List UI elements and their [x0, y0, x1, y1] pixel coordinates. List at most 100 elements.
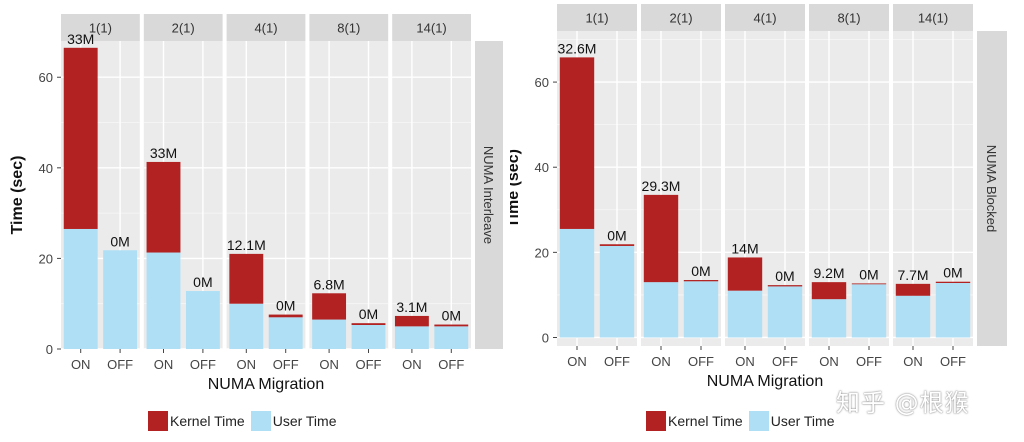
- bar-kernel-time: [268, 314, 303, 318]
- x-tick-label: ON: [402, 357, 422, 372]
- x-axis-title: NUMA Migration: [208, 376, 324, 393]
- bar-data-label: 0M: [775, 268, 794, 284]
- bar-kernel-time: [312, 293, 347, 320]
- bar-user-time: [683, 281, 719, 338]
- legend-item-kernel: Kernel Time: [646, 411, 743, 431]
- bar-kernel-time: [643, 194, 679, 283]
- bar-user-time: [63, 228, 98, 349]
- legend-right: Kernel Time User Time: [646, 411, 841, 431]
- legend-label-kernel: Kernel Time: [668, 413, 743, 429]
- bar-data-label: 33M: [150, 145, 177, 161]
- facet-label: 14(1): [416, 21, 446, 36]
- x-tick-label: OFF: [356, 357, 382, 372]
- bar-data-label: 7.7M: [897, 267, 928, 283]
- bar-data-label: 6.8M: [314, 276, 345, 292]
- watermark: 知乎 @根猴: [836, 389, 970, 417]
- bar-user-time: [103, 250, 138, 349]
- bar-data-label: 29.3M: [642, 178, 681, 194]
- legend-left: Kernel Time User Time: [148, 411, 343, 431]
- facet-strip: [143, 14, 223, 41]
- bar-data-label: 0M: [359, 306, 378, 322]
- facet-strip: [392, 14, 471, 41]
- x-tick-label: OFF: [438, 357, 464, 372]
- x-tick-label: ON: [819, 354, 839, 369]
- facet-strip: [641, 4, 721, 31]
- row-strip: [475, 41, 503, 349]
- bar-kernel-time: [935, 281, 971, 283]
- bar-kernel-time: [727, 257, 763, 291]
- bar-user-time: [851, 284, 887, 338]
- bar-kernel-time: [683, 280, 719, 282]
- chart-numa-interleave: Time (sec)02040601(1)33MON0MOFF2(1)33MON…: [9, 14, 503, 393]
- bar-user-time: [767, 286, 803, 338]
- y-tick-label: 40: [535, 160, 549, 175]
- bar-data-label: 3.1M: [396, 299, 427, 315]
- legend-label-user: User Time: [770, 413, 835, 429]
- bar-kernel-time: [767, 285, 803, 287]
- bar-kernel-time: [394, 315, 429, 327]
- legend-item-user: User Time: [748, 411, 835, 431]
- facet-label: 1(1): [89, 21, 112, 36]
- legend-swatch-kernel: [646, 411, 666, 431]
- bar-user-time: [146, 252, 181, 349]
- x-tick-label: ON: [154, 357, 174, 372]
- facet-label: 8(1): [337, 21, 360, 36]
- bar-data-label: 14M: [731, 240, 758, 256]
- facet-panel: [392, 41, 471, 349]
- facet-strip: [226, 14, 306, 41]
- y-tick-label: 40: [39, 161, 53, 176]
- facet-strip: [557, 4, 637, 31]
- bar-user-time: [434, 326, 469, 349]
- x-tick-label: OFF: [190, 357, 216, 372]
- bar-data-label: 0M: [607, 227, 626, 243]
- x-tick-label: OFF: [940, 354, 966, 369]
- bar-user-time: [185, 291, 220, 349]
- facet-label: 8(1): [837, 11, 860, 26]
- x-tick-label: ON: [319, 357, 339, 372]
- x-tick-label: OFF: [772, 354, 798, 369]
- chart-numa-blocked: Time (sec) 0 20 40 60 1(1) 32.6M ON 0M OFF 2(1) 29.…: [510, 4, 1007, 390]
- facet-strip: [309, 14, 389, 41]
- bar-user-time: [229, 303, 264, 349]
- x-tick-label: ON: [903, 354, 923, 369]
- x-tick-label: ON: [735, 354, 755, 369]
- x-tick-label: ON: [567, 354, 587, 369]
- bar-user-time: [811, 299, 847, 338]
- legend-label-user: User Time: [272, 413, 337, 429]
- row-label: NUMA Interleave: [481, 146, 496, 244]
- legend-item-user: User Time: [250, 411, 337, 431]
- facet-label: 2(1): [669, 11, 692, 26]
- facet-label: 2(1): [172, 21, 195, 36]
- legend-swatch-kernel: [148, 411, 168, 431]
- bar-data-label: 0M: [193, 274, 212, 290]
- y-axis-title: Time (sec): [9, 156, 26, 235]
- row-label: NUMA Blocked: [984, 145, 999, 232]
- bar-data-label: 33M: [67, 31, 94, 47]
- bar-user-time: [895, 295, 931, 338]
- legend-label-kernel: Kernel Time: [170, 413, 245, 429]
- facet-label: 1(1): [585, 11, 608, 26]
- bar-data-label: 0M: [110, 233, 129, 249]
- facet-strip: [893, 4, 973, 31]
- bar-data-label: 9.2M: [813, 265, 844, 281]
- y-tick-label: 20: [39, 251, 53, 266]
- facet-strip: [809, 4, 889, 31]
- bar-kernel-time: [63, 47, 98, 229]
- bar-kernel-time: [895, 283, 931, 296]
- facet-label: 14(1): [918, 11, 948, 26]
- bar-kernel-time: [851, 283, 887, 285]
- x-tick-label: ON: [71, 357, 91, 372]
- bar-data-label: 0M: [276, 298, 295, 314]
- bar-kernel-time: [811, 282, 847, 300]
- bar-user-time: [727, 290, 763, 338]
- y-tick-label: 0: [46, 342, 53, 357]
- bar-data-label: 0M: [859, 266, 878, 282]
- legend-item-kernel: Kernel Time: [148, 411, 245, 431]
- legend-swatch-user: [748, 411, 769, 431]
- x-tick-label: OFF: [604, 354, 630, 369]
- x-tick-label: ON: [651, 354, 671, 369]
- y-tick-label: 20: [535, 245, 549, 260]
- facet-label: 4(1): [254, 21, 277, 36]
- x-tick-label: OFF: [856, 354, 882, 369]
- bar-user-time: [312, 319, 347, 349]
